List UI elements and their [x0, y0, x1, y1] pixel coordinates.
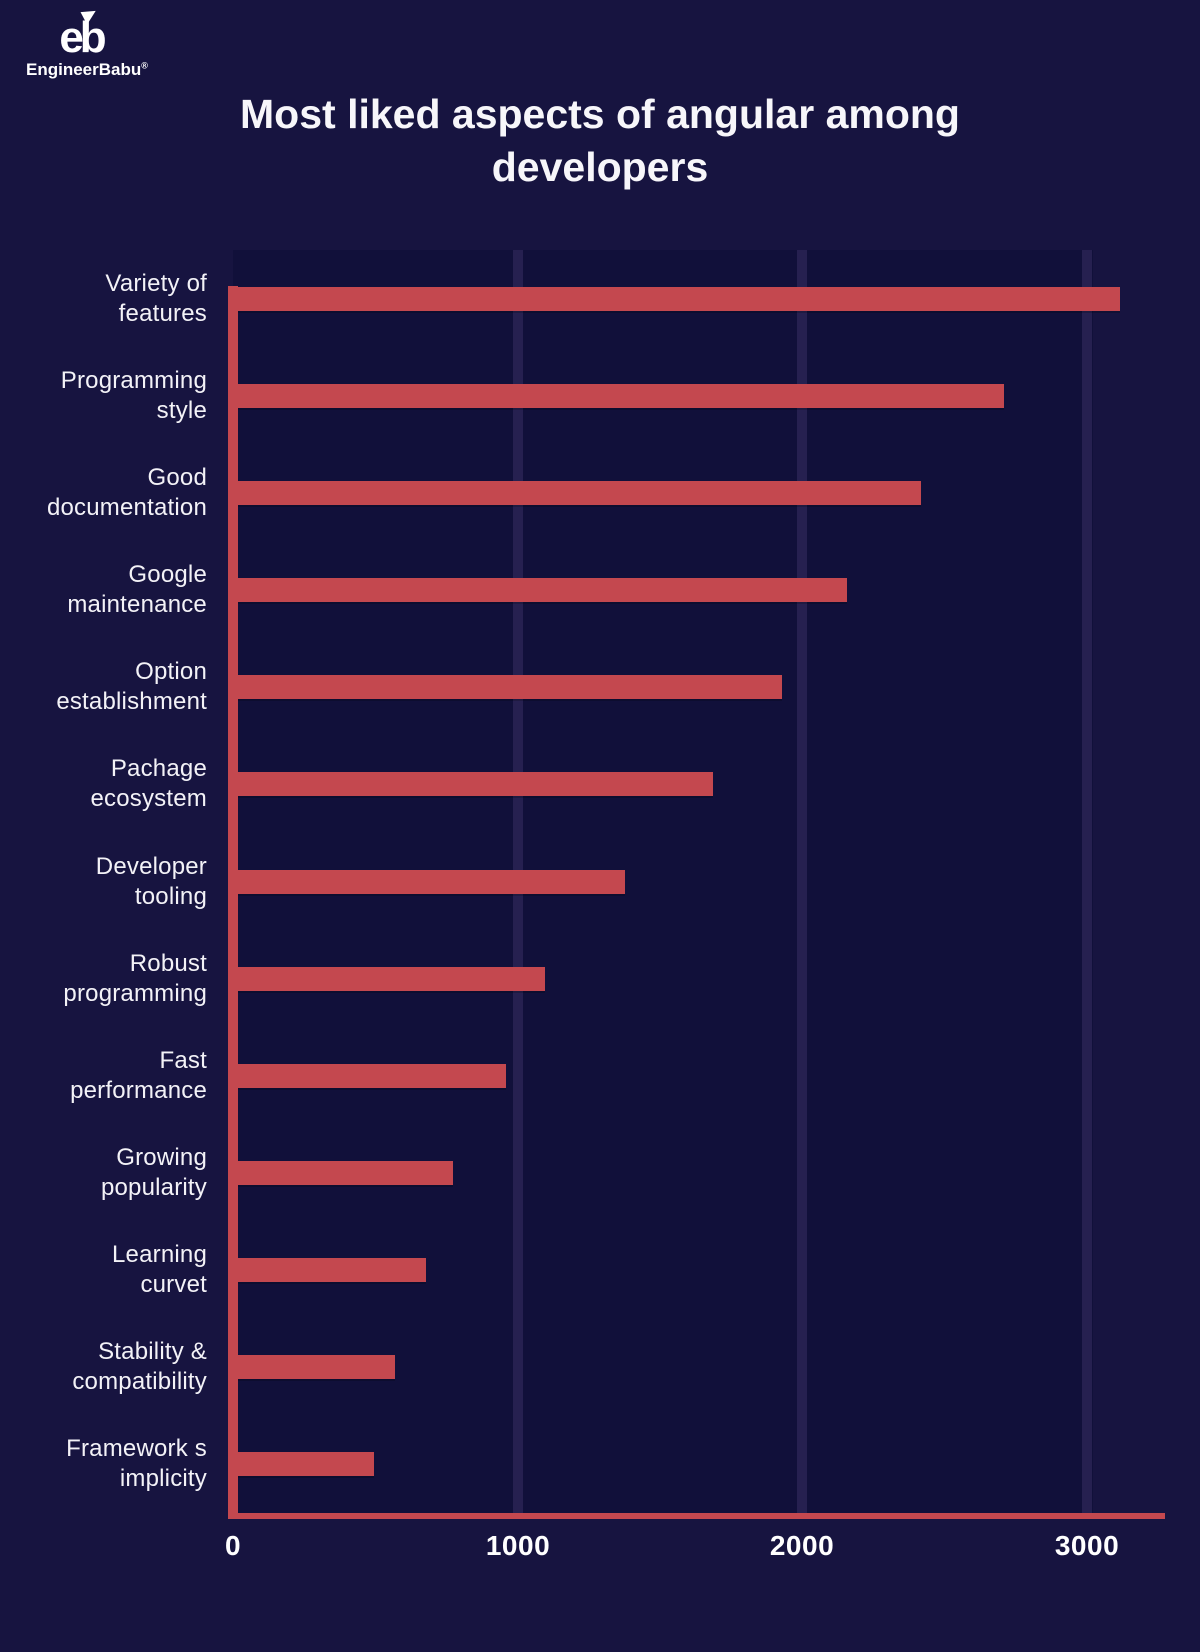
category-label-line: Pachage [110, 755, 207, 783]
bar [238, 1160, 453, 1185]
category-label: Fast performance [0, 1046, 207, 1106]
category-label-line: Google [128, 561, 207, 589]
engineerbabu-logo: eb EngineerBabu® [26, 5, 148, 80]
bar-track [238, 541, 1165, 638]
chart-row: Framework s implicity [0, 1416, 1200, 1513]
category-label-line: Developer [95, 852, 207, 880]
category-label-line: Programming [60, 366, 207, 394]
bar-track [238, 1222, 1165, 1319]
category-label-line: programming [63, 979, 207, 1007]
bar [238, 480, 921, 505]
logo-monogram: eb [59, 13, 106, 62]
bar [238, 1063, 506, 1088]
category-label-line: Learning [111, 1241, 207, 1269]
category-label-line: ecosystem [90, 785, 207, 813]
chart-row: Option establishment [0, 639, 1200, 736]
bar [238, 1452, 374, 1477]
category-label-line: Good [147, 463, 207, 491]
gridline [797, 250, 807, 1513]
x-axis-line [228, 1513, 1165, 1519]
category-label: Variety of features [0, 269, 207, 329]
chart-row: Pachage ecosystem [0, 736, 1200, 833]
bar-track [238, 1416, 1165, 1513]
engineerbabu-logo-icon: eb [59, 5, 107, 64]
category-label-line: Framework s [66, 1435, 207, 1463]
category-label-line: establishment [56, 688, 207, 716]
bar [238, 966, 545, 991]
category-label-line: Stability & [98, 1338, 207, 1366]
chart-row: Stability & compatibility [0, 1319, 1200, 1416]
category-label: Stability & compatibility [0, 1337, 207, 1397]
bar-rows: Variety of features Programming style Good do… [0, 250, 1200, 1513]
bar-track [238, 1027, 1165, 1124]
bar-track [238, 639, 1165, 736]
bar [238, 772, 713, 797]
chart-row: Developer tooling [0, 833, 1200, 930]
y-axis-line [228, 286, 238, 1519]
category-label-line: Robust [129, 949, 207, 977]
bar [238, 286, 1120, 311]
category-label: Robust programming [0, 949, 207, 1009]
category-label: Developer tooling [0, 852, 207, 912]
x-tick-label: 3000 [1054, 1530, 1120, 1561]
category-label: Good documentation [0, 463, 207, 523]
brand-name: EngineerBabu [26, 60, 142, 79]
gridline [1082, 250, 1092, 1513]
category-label-line: Variety of [105, 269, 207, 297]
category-label: Option establishment [0, 657, 207, 717]
category-label-line: documentation [46, 493, 207, 521]
bar-track [238, 1124, 1165, 1221]
bar-chart: Variety of features Programming style Good do… [0, 250, 1200, 1580]
chart-row: Learning curvet [0, 1222, 1200, 1319]
x-axis-tick-labels: 0 1000 2000 3000 [225, 1530, 1160, 1570]
category-label-line: curvet [140, 1271, 207, 1299]
chart-title: Most liked aspects of angular among deve… [240, 91, 960, 190]
bar [238, 1258, 426, 1283]
bar [238, 578, 847, 603]
category-label-line: Option [135, 658, 207, 686]
category-label-line: performance [70, 1076, 207, 1104]
registered-mark: ® [141, 60, 148, 71]
category-label-line: maintenance [67, 591, 207, 619]
logo-wordmark: EngineerBabu® [26, 60, 148, 80]
category-label-line: compatibility [72, 1368, 207, 1396]
category-label-line: Growing [116, 1143, 207, 1171]
category-label-line: popularity [100, 1173, 207, 1201]
chart-row: Variety of features [0, 250, 1200, 347]
bar [238, 675, 782, 700]
category-label: Pachage ecosystem [0, 754, 207, 814]
bar-track [238, 444, 1165, 541]
bar [238, 383, 1004, 408]
x-tick-label: 1000 [485, 1530, 551, 1561]
category-label: Growing popularity [0, 1143, 207, 1203]
x-tick-label: 2000 [769, 1530, 835, 1561]
chart-row: Robust programming [0, 930, 1200, 1027]
category-label: Learning curvet [0, 1240, 207, 1300]
bar [238, 1355, 395, 1380]
category-label-line: style [156, 396, 207, 424]
category-label: Framework s implicity [0, 1434, 207, 1494]
bar [238, 869, 625, 894]
bar-track [238, 347, 1165, 444]
category-label: Programming style [0, 366, 207, 426]
chart-row: Fast performance [0, 1027, 1200, 1124]
bar-track [238, 736, 1165, 833]
bar-track [238, 1319, 1165, 1416]
category-label-line: features [118, 299, 207, 327]
x-tick-label: 0 [224, 1530, 242, 1561]
chart-row: Growing popularity [0, 1124, 1200, 1221]
chart-row: Good documentation [0, 444, 1200, 541]
bar-track [238, 833, 1165, 930]
category-label-line: Fast [159, 1046, 207, 1074]
bar-track [238, 250, 1165, 347]
category-label-line: tooling [134, 882, 207, 910]
category-label-line: implicity [119, 1465, 207, 1493]
bar-track [238, 930, 1165, 1027]
category-label: Google maintenance [0, 560, 207, 620]
chart-row: Programming style [0, 347, 1200, 444]
chart-row: Google maintenance [0, 541, 1200, 638]
